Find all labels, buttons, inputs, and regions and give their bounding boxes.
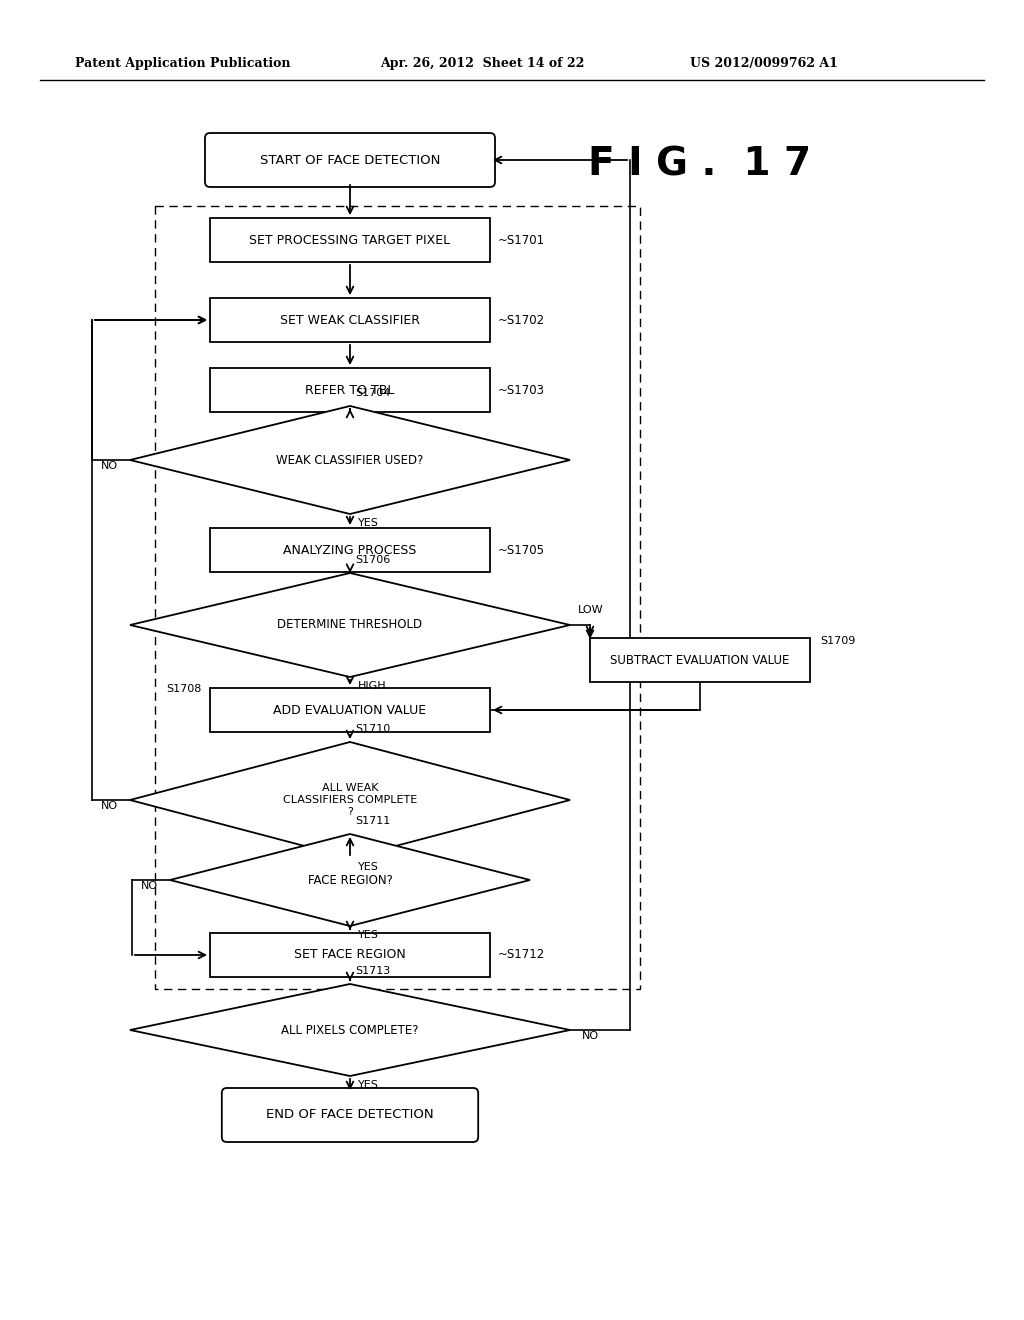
Text: NO: NO <box>101 461 118 471</box>
Text: ~S1701: ~S1701 <box>498 234 545 247</box>
Text: DETERMINE THRESHOLD: DETERMINE THRESHOLD <box>278 619 423 631</box>
Text: Patent Application Publication: Patent Application Publication <box>75 57 291 70</box>
Polygon shape <box>130 983 570 1076</box>
Polygon shape <box>170 834 530 927</box>
Text: F I G .  1 7: F I G . 1 7 <box>589 147 812 183</box>
Text: YES: YES <box>358 1080 379 1090</box>
Text: SET FACE REGION: SET FACE REGION <box>294 949 406 961</box>
Text: S1709: S1709 <box>820 636 855 645</box>
FancyBboxPatch shape <box>205 133 495 187</box>
Bar <box>210 688 490 733</box>
Text: S1710: S1710 <box>355 723 390 734</box>
Text: ~S1705: ~S1705 <box>498 544 545 557</box>
Text: END OF FACE DETECTION: END OF FACE DETECTION <box>266 1109 434 1122</box>
Text: ~S1702: ~S1702 <box>498 314 545 326</box>
Text: NO: NO <box>141 880 158 891</box>
Text: SET WEAK CLASSIFIER: SET WEAK CLASSIFIER <box>280 314 420 326</box>
Text: ANALYZING PROCESS: ANALYZING PROCESS <box>284 544 417 557</box>
Text: YES: YES <box>358 931 379 940</box>
Text: FACE REGION?: FACE REGION? <box>307 874 392 887</box>
Text: YES: YES <box>358 517 379 528</box>
Text: WEAK CLASSIFIER USED?: WEAK CLASSIFIER USED? <box>276 454 424 466</box>
Polygon shape <box>130 407 570 513</box>
Text: ALL WEAK
CLASSIFIERS COMPLETE
?: ALL WEAK CLASSIFIERS COMPLETE ? <box>283 783 417 817</box>
Text: SUBTRACT EVALUATION VALUE: SUBTRACT EVALUATION VALUE <box>610 653 790 667</box>
Text: ADD EVALUATION VALUE: ADD EVALUATION VALUE <box>273 704 427 717</box>
Text: START OF FACE DETECTION: START OF FACE DETECTION <box>260 153 440 166</box>
Text: ALL PIXELS COMPLETE?: ALL PIXELS COMPLETE? <box>282 1023 419 1036</box>
Text: S1711: S1711 <box>355 816 390 826</box>
Bar <box>590 638 810 682</box>
Text: Apr. 26, 2012  Sheet 14 of 22: Apr. 26, 2012 Sheet 14 of 22 <box>380 57 585 70</box>
Bar <box>210 298 490 342</box>
Text: S1704: S1704 <box>355 388 390 399</box>
Text: ~S1712: ~S1712 <box>498 949 545 961</box>
Polygon shape <box>130 573 570 677</box>
Text: NO: NO <box>101 801 118 810</box>
Text: YES: YES <box>358 862 379 873</box>
Text: ~S1703: ~S1703 <box>498 384 545 396</box>
Bar <box>210 218 490 261</box>
Text: SET PROCESSING TARGET PIXEL: SET PROCESSING TARGET PIXEL <box>250 234 451 247</box>
FancyBboxPatch shape <box>222 1088 478 1142</box>
Text: LOW: LOW <box>578 605 603 615</box>
Text: S1708: S1708 <box>167 684 202 694</box>
Text: US 2012/0099762 A1: US 2012/0099762 A1 <box>690 57 838 70</box>
Bar <box>210 933 490 977</box>
Bar <box>210 368 490 412</box>
Text: HIGH: HIGH <box>358 681 387 690</box>
Text: S1706: S1706 <box>355 554 390 565</box>
Text: NO: NO <box>582 1031 599 1041</box>
Text: S1713: S1713 <box>355 966 390 975</box>
Bar <box>155 206 640 989</box>
Polygon shape <box>130 742 570 858</box>
Text: REFER TO TBL: REFER TO TBL <box>305 384 394 396</box>
Bar <box>210 528 490 572</box>
